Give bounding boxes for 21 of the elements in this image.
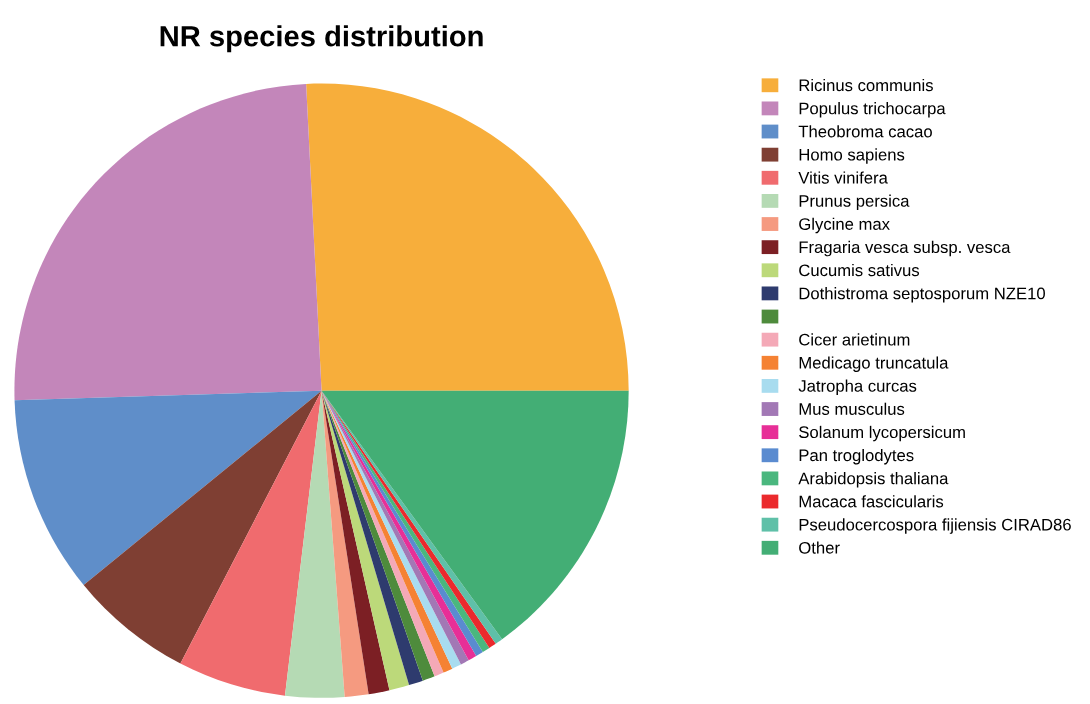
legend-label: Homo sapiens	[799, 148, 905, 164]
legend-label: Pseudocercospora fijiensis CIRAD86	[799, 518, 1071, 534]
legend-label: Vitis vinifera	[798, 171, 888, 184]
legend-label: Theobroma cacao	[798, 125, 932, 138]
legend-label: Other	[799, 541, 840, 554]
chart-title: NR species distribution	[160, 25, 483, 53]
legend-label: Dothistroma septosporum NZE10	[799, 287, 1045, 303]
legend-label: Macaca fascicularis	[799, 495, 944, 508]
legend-label: Fragaria vesca subsp. vesca	[799, 240, 1011, 257]
legend-label: Arabidopsis thaliana	[798, 472, 949, 488]
legend-label: Ricinus communis	[799, 78, 933, 92]
legend-label: Prunus persica	[799, 194, 910, 211]
legend-label: Solanum lycopersicum	[799, 425, 965, 442]
legend-label: Jatropha curcas	[798, 379, 917, 396]
legend-label: Medicago truncatula	[799, 356, 949, 372]
legend-label: Populus trichocarpa	[799, 102, 946, 118]
legend-label: Glycine max	[799, 217, 890, 234]
legend-label: Mus musculus	[799, 402, 905, 415]
legend-label: Pan troglodytes	[799, 448, 914, 465]
legend-label: Cucumis sativus	[799, 263, 920, 277]
legend-label: Cicer arietinum	[799, 333, 910, 346]
